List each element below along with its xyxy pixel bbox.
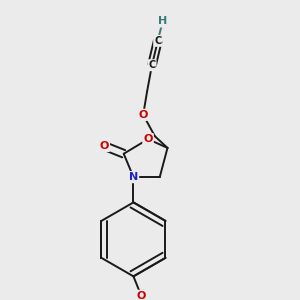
Text: O: O <box>136 291 146 300</box>
Text: C: C <box>148 60 156 70</box>
Text: H: H <box>158 16 167 26</box>
Text: C: C <box>154 36 161 46</box>
Text: O: O <box>139 110 148 120</box>
Text: O: O <box>143 134 153 144</box>
Text: N: N <box>129 172 138 182</box>
Text: O: O <box>100 141 109 151</box>
